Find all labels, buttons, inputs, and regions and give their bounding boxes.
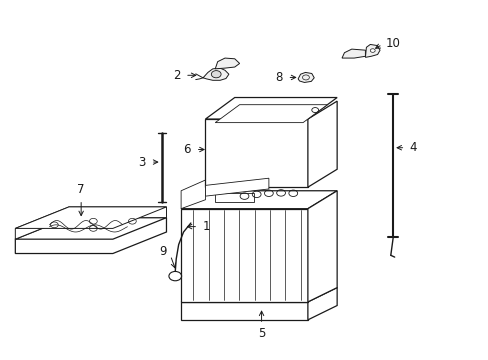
Text: 6: 6	[183, 143, 190, 156]
Polygon shape	[15, 207, 166, 228]
Polygon shape	[181, 209, 307, 302]
Polygon shape	[203, 68, 228, 80]
Text: 10: 10	[385, 36, 400, 50]
Text: 4: 4	[408, 141, 416, 154]
Polygon shape	[215, 193, 254, 202]
Circle shape	[211, 71, 221, 78]
Polygon shape	[215, 105, 327, 123]
Polygon shape	[307, 288, 336, 320]
Polygon shape	[181, 302, 307, 320]
Polygon shape	[15, 218, 166, 253]
Polygon shape	[307, 191, 336, 302]
Polygon shape	[205, 119, 307, 187]
Polygon shape	[298, 72, 314, 82]
Text: 9: 9	[159, 245, 166, 258]
Text: 1: 1	[203, 220, 210, 233]
Polygon shape	[15, 218, 166, 239]
Text: 3: 3	[138, 156, 146, 168]
Polygon shape	[365, 44, 379, 57]
Polygon shape	[181, 288, 336, 302]
Text: 7: 7	[77, 183, 85, 196]
Polygon shape	[15, 207, 166, 239]
Polygon shape	[181, 191, 336, 209]
Polygon shape	[341, 49, 365, 58]
Text: 5: 5	[257, 327, 264, 340]
Text: 8: 8	[275, 71, 282, 84]
Polygon shape	[205, 178, 268, 196]
Circle shape	[369, 49, 374, 52]
Polygon shape	[181, 180, 205, 209]
Polygon shape	[307, 101, 336, 187]
Polygon shape	[205, 98, 336, 119]
Polygon shape	[215, 58, 239, 69]
Text: 2: 2	[173, 69, 181, 82]
